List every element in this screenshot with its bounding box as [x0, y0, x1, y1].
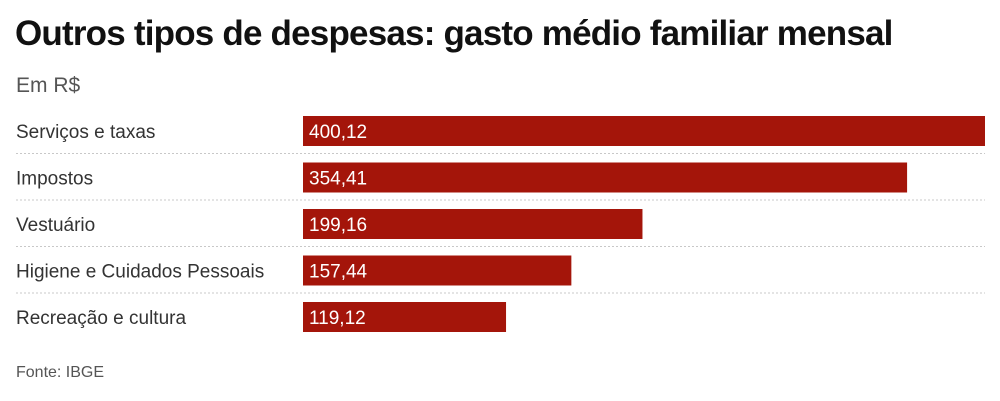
chart-subtitle: Em R$ — [16, 74, 81, 97]
category-label: Recreação e cultura — [16, 308, 186, 329]
category-label: Serviços e taxas — [16, 122, 155, 143]
category-label: Higiene e Cuidados Pessoais — [16, 262, 264, 283]
value-label: 199,16 — [309, 215, 367, 236]
value-label: 157,44 — [309, 262, 368, 283]
value-label: 400,12 — [309, 122, 367, 143]
bar — [303, 116, 985, 146]
bar — [303, 162, 908, 193]
category-label: Impostos — [16, 169, 93, 190]
value-label: 119,12 — [309, 308, 366, 329]
source-note: Fonte: IBGE — [16, 364, 105, 381]
bar — [303, 255, 572, 286]
category-label: Vestuário — [16, 215, 95, 236]
chart-title: Outros tipos de despesas: gasto médio fa… — [15, 14, 893, 53]
bar — [303, 209, 643, 239]
bar-chart: Serviços e taxas 400,12 Impostos 354,41 Vest… — [16, 116, 985, 332]
value-label: 354,41 — [309, 169, 367, 190]
bar — [303, 302, 507, 332]
